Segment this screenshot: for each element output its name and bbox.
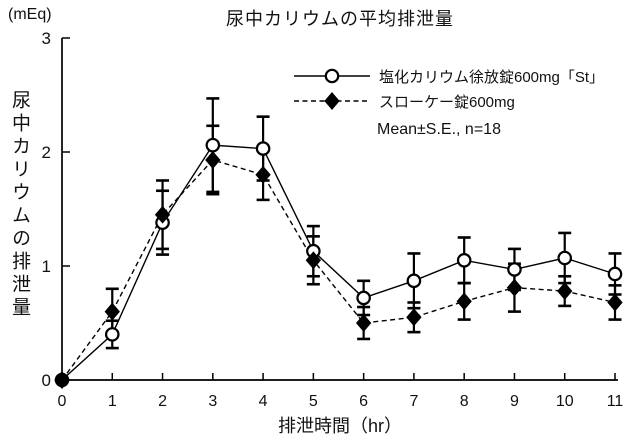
svg-text:1: 1 xyxy=(108,393,117,410)
svg-text:7: 7 xyxy=(409,393,418,410)
open-circle-solid-line-icon xyxy=(294,68,370,84)
svg-text:2: 2 xyxy=(158,393,167,410)
svg-text:3: 3 xyxy=(42,29,51,48)
legend-item-slow-k: スローケー錠600mg xyxy=(292,90,515,112)
svg-text:4: 4 xyxy=(259,393,268,410)
svg-text:2: 2 xyxy=(42,143,51,162)
y-axis-unit-label: (mEq) xyxy=(8,6,52,23)
svg-text:9: 9 xyxy=(510,393,519,410)
svg-text:0: 0 xyxy=(58,393,67,410)
svg-text:8: 8 xyxy=(460,393,469,410)
svg-text:11: 11 xyxy=(607,393,624,410)
legend-item-kcl-sr: 塩化カリウム徐放錠600mg「St」 xyxy=(292,65,604,87)
svg-text:1: 1 xyxy=(42,257,51,276)
chart-title: 尿中カリウムの平均排泄量 xyxy=(226,9,454,29)
svg-text:5: 5 xyxy=(309,393,318,410)
y-axis-label: 尿中カリウムの排泄量 xyxy=(9,90,30,320)
x-axis-label: 排泄時間（hr） xyxy=(277,416,402,436)
svg-text:10: 10 xyxy=(556,393,574,410)
svg-text:6: 6 xyxy=(359,393,368,410)
svg-text:0: 0 xyxy=(42,371,51,390)
legend-label-slow-k: スローケー錠600mg xyxy=(379,93,515,111)
legend-label-kcl-sr: 塩化カリウム徐放錠600mg「St」 xyxy=(379,68,605,86)
filled-diamond-dashed-line-icon xyxy=(294,92,370,110)
stats-annotation: Mean±S.E., n=18 xyxy=(377,121,501,138)
svg-text:3: 3 xyxy=(208,393,217,410)
